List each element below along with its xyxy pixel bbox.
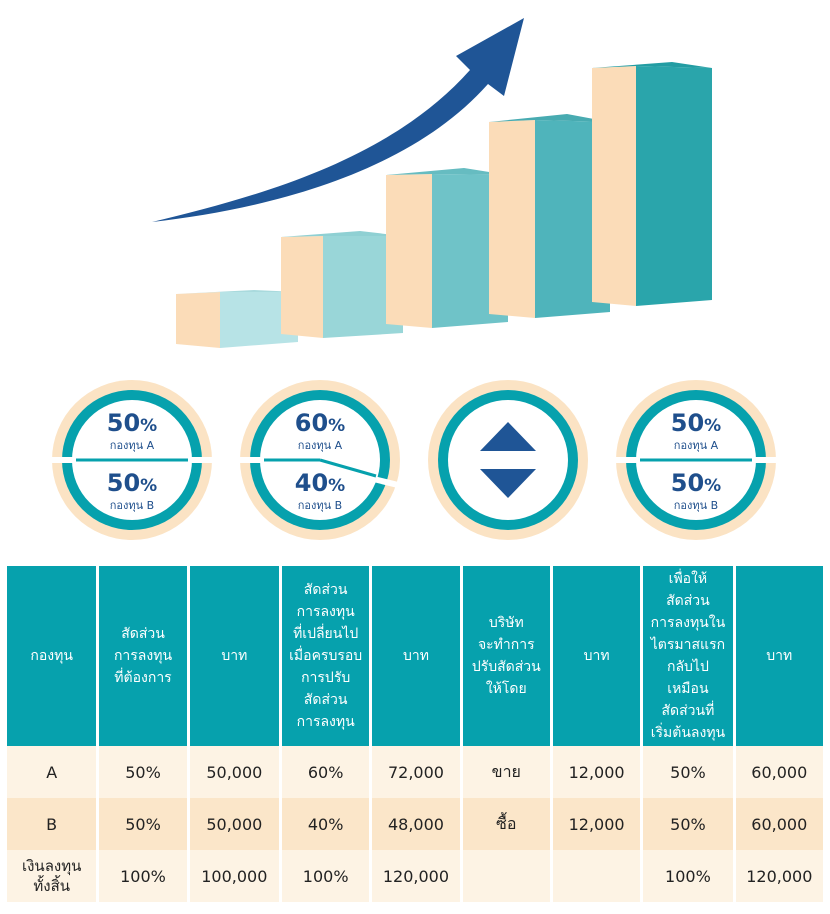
fund-a-percent: 60% — [294, 409, 346, 437]
table-cell: 50% — [643, 798, 733, 850]
fund-b-percent: 50% — [670, 469, 722, 497]
header-baht: บาท — [735, 566, 823, 746]
table-cell — [462, 850, 550, 902]
table-cell: 50% — [99, 746, 187, 798]
table-row: B 50% 50,000 40% 48,000 ซื้อ 12,000 50% … — [7, 798, 823, 850]
table-cell: 100,000 — [189, 850, 279, 902]
table-cell: 100% — [643, 850, 733, 902]
growth-chart-illustration — [152, 18, 712, 348]
up-down-arrows-icon — [428, 380, 588, 540]
allocation-ring-icon — [238, 380, 402, 540]
header-restored-allocation: เพื่อให้ สัดส่วน การลงทุนใน ไตรมาสแรก กลับไป… — [643, 566, 733, 746]
table-cell: 50,000 — [189, 746, 279, 798]
table-cell: ซื้อ — [462, 798, 550, 850]
allocation-circle-initial: 50% กองทุน A 50% กองทุน B — [50, 378, 214, 542]
header-baht: บาท — [552, 566, 641, 746]
rebalance-circle — [426, 378, 590, 542]
rebalancing-table: กองทุน สัดส่วน การลงทุน ที่ต้องการ บาท สัด… — [4, 566, 826, 902]
header-fund: กองทุน — [7, 566, 97, 746]
allocation-ring-icon — [50, 380, 214, 540]
fund-b-label: กองทุน B — [109, 499, 155, 512]
table-cell: 120,000 — [735, 850, 823, 902]
table-cell: 100% — [282, 850, 370, 902]
fund-b-percent: 40% — [294, 469, 346, 497]
fund-b-label: กองทุน B — [297, 499, 343, 512]
header-baht: บาท — [372, 566, 460, 746]
table-row-total: เงินลงทุน ทั้งสิ้น 100% 100,000 100% 120,… — [7, 850, 823, 902]
table-cell: 60,000 — [735, 746, 823, 798]
table-cell: 12,000 — [552, 746, 641, 798]
allocation-circle-rebalanced: 50% กองทุน A 50% กองทุน B — [614, 378, 778, 542]
table-cell: 100% — [99, 850, 187, 902]
table-row: A 50% 50,000 60% 72,000 ขาย 12,000 50% 6… — [7, 746, 823, 798]
table-cell: เงินลงทุน ทั้งสิ้น — [7, 850, 97, 902]
bar-1 — [176, 290, 298, 348]
table-cell: 72,000 — [372, 746, 460, 798]
table-cell: 60% — [282, 746, 370, 798]
fund-a-label: กองทุน A — [673, 439, 719, 452]
table-cell: 50% — [643, 746, 733, 798]
table-cell: B — [7, 798, 97, 850]
table-header-row: กองทุน สัดส่วน การลงทุน ที่ต้องการ บาท สัด… — [7, 566, 823, 746]
table-cell — [552, 850, 641, 902]
fund-a-percent: 50% — [670, 409, 722, 437]
table-cell: 40% — [282, 798, 370, 850]
fund-b-percent: 50% — [106, 469, 158, 497]
header-changed-allocation: สัดส่วน การลงทุน ที่เปลี่ยนไป เมื่อครบรอบ กา… — [282, 566, 370, 746]
table-cell: 50% — [99, 798, 187, 850]
table-cell: 50,000 — [189, 798, 279, 850]
table-cell: ขาย — [462, 746, 550, 798]
fund-a-percent: 50% — [106, 409, 158, 437]
header-baht: บาท — [189, 566, 279, 746]
fund-a-label: กองทุน A — [297, 439, 343, 452]
table-cell: 120,000 — [372, 850, 460, 902]
fund-b-label: กองทุน B — [673, 499, 719, 512]
table-cell: 48,000 — [372, 798, 460, 850]
bar-5 — [592, 62, 712, 306]
fund-a-label: กองทุน A — [109, 439, 155, 452]
bar-2 — [281, 231, 403, 338]
allocation-circle-drifted: 60% กองทุน A 40% กองทุน B — [238, 378, 402, 542]
table-cell: 12,000 — [552, 798, 641, 850]
header-company-action: บริษัท จะทำการ ปรับสัดส่วน ให้โดย — [462, 566, 550, 746]
table-cell: A — [7, 746, 97, 798]
bar-4 — [489, 114, 610, 318]
table-cell: 60,000 — [735, 798, 823, 850]
header-target-allocation: สัดส่วน การลงทุน ที่ต้องการ — [99, 566, 187, 746]
allocation-ring-icon — [614, 380, 778, 540]
